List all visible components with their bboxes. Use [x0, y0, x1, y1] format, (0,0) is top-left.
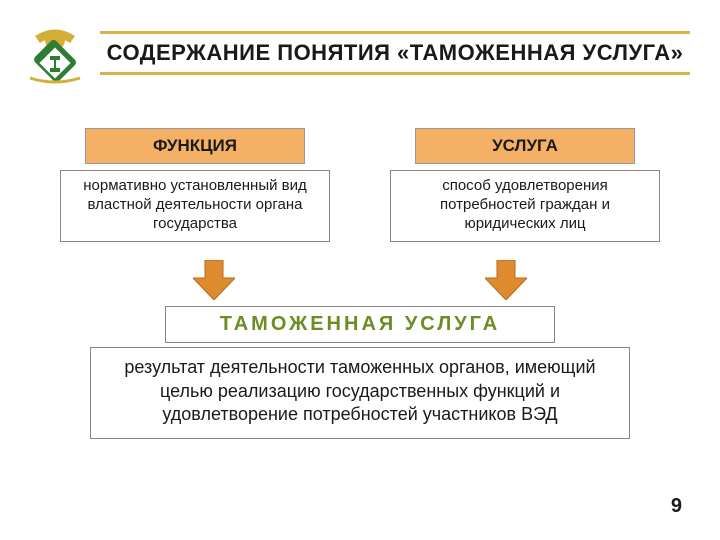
- title-block: СОДЕРЖАНИЕ ПОНЯТИЯ «ТАМОЖЕННАЯ УСЛУГА»: [100, 31, 690, 75]
- arrow-down-icon: [485, 260, 527, 300]
- concepts-row: ФУНКЦИЯ нормативно установленный вид вла…: [0, 128, 720, 242]
- service-desc: способ удовлетворения потребностей гражд…: [390, 170, 660, 242]
- function-desc: нормативно установленный вид властной де…: [60, 170, 330, 242]
- result-block: ТАМОЖЕННАЯ УСЛУГА результат деятельности…: [90, 306, 630, 439]
- right-column: УСЛУГА способ удовлетворения потребносте…: [390, 128, 660, 242]
- service-chip: УСЛУГА: [415, 128, 635, 164]
- function-chip: ФУНКЦИЯ: [85, 128, 305, 164]
- header-row: СОДЕРЖАНИЕ ПОНЯТИЯ «ТАМОЖЕННАЯ УСЛУГА»: [0, 0, 720, 98]
- page-title: СОДЕРЖАНИЕ ПОНЯТИЯ «ТАМОЖЕННАЯ УСЛУГА»: [100, 40, 690, 66]
- arrows-row: [0, 260, 720, 300]
- left-column: ФУНКЦИЯ нормативно установленный вид вла…: [60, 128, 330, 242]
- page-number: 9: [671, 495, 682, 518]
- result-desc: результат деятельности таможенных органо…: [90, 347, 630, 439]
- arrow-down-icon: [193, 260, 235, 300]
- result-title: ТАМОЖЕННАЯ УСЛУГА: [165, 306, 555, 343]
- customs-emblem-icon: [20, 18, 90, 88]
